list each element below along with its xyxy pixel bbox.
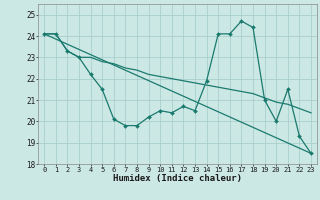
X-axis label: Humidex (Indice chaleur): Humidex (Indice chaleur) bbox=[113, 174, 242, 183]
